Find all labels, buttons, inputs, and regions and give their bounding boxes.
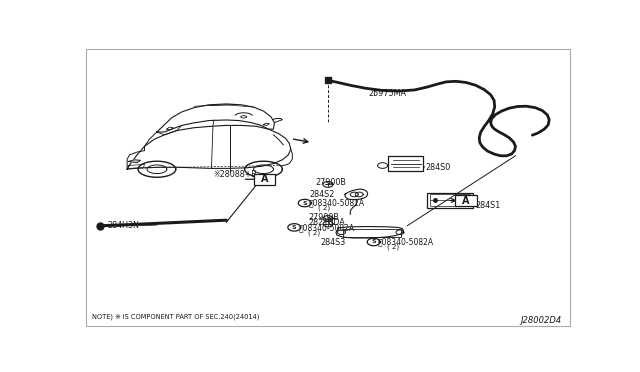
Text: 27900B: 27900B	[316, 178, 346, 187]
Text: ( 2): ( 2)	[308, 229, 320, 236]
Bar	[430, 195, 470, 206]
Bar	[343, 228, 401, 237]
Bar	[253, 174, 275, 185]
Bar	[388, 156, 423, 171]
Text: NOTE) ※ IS COMPONENT PART OF SEC.240(24014): NOTE) ※ IS COMPONENT PART OF SEC.240(240…	[92, 314, 260, 320]
Bar	[428, 193, 473, 208]
Text: ゃ08340-5082A: ゃ08340-5082A	[378, 238, 434, 247]
Text: ※28088+B: ※28088+B	[213, 170, 257, 179]
Text: S: S	[302, 201, 307, 206]
Polygon shape	[128, 160, 141, 163]
Text: S: S	[292, 225, 296, 230]
Text: 25975MA: 25975MA	[369, 89, 406, 98]
Text: ゃ08340-5082A: ゃ08340-5082A	[298, 224, 355, 232]
Text: J28002D4: J28002D4	[521, 316, 562, 325]
Text: A: A	[462, 196, 470, 206]
Bar	[455, 195, 477, 206]
Text: ゃ08340-5082A: ゃ08340-5082A	[308, 199, 364, 208]
Text: 284H3N: 284H3N	[108, 221, 139, 230]
Text: 284S2: 284S2	[310, 190, 335, 199]
Text: ( 2): ( 2)	[387, 244, 399, 250]
Text: A: A	[260, 174, 268, 184]
Text: 284S3: 284S3	[321, 238, 346, 247]
Text: S: S	[371, 240, 376, 244]
Text: 27900B: 27900B	[308, 213, 339, 222]
Text: 284S0: 284S0	[426, 163, 451, 172]
Text: 284S1: 284S1	[476, 201, 501, 210]
Text: ( 2): ( 2)	[318, 205, 330, 211]
Text: 28210DA: 28210DA	[308, 218, 345, 227]
